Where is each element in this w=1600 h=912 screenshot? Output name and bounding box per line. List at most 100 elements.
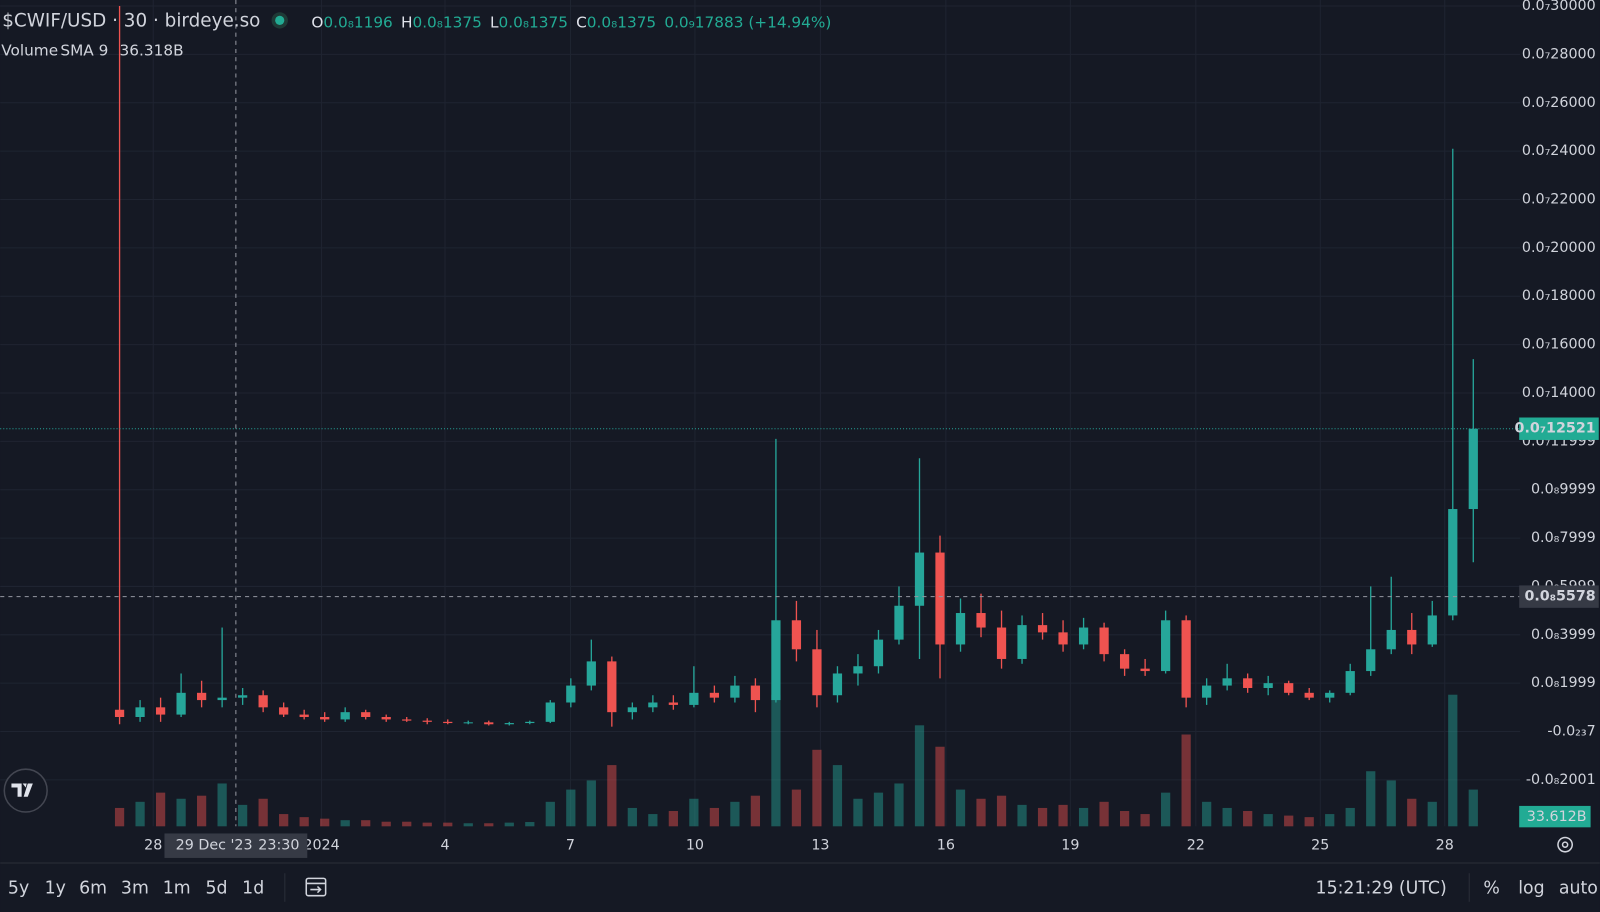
y-tick-label: 0.0₈9999: [1531, 482, 1596, 498]
volume-bar: [853, 798, 863, 827]
volume-bar: [1181, 734, 1191, 827]
range-button[interactable]: 5y: [8, 879, 29, 899]
y-tick-label: 0.0₇18000: [1522, 288, 1596, 304]
y-tick-label: 0.0₈1999: [1531, 675, 1596, 691]
candle-body: [791, 620, 802, 650]
volume-bar: [525, 822, 535, 827]
ohlc-key: C: [576, 13, 587, 31]
range-button[interactable]: 5d: [205, 879, 227, 899]
range-button[interactable]: 6m: [79, 879, 107, 899]
volume-bar: [1243, 811, 1253, 827]
x-tick-label: 25: [1311, 838, 1329, 854]
volume-bar: [1263, 814, 1273, 827]
ohlc-key: L: [490, 13, 499, 31]
volume-bar: [812, 749, 822, 827]
volume-bar: [1161, 792, 1171, 827]
candle-body: [566, 685, 576, 703]
symbol-title: $CWIF/USD · 30 · birdeye.so: [2, 10, 260, 31]
candle-body: [668, 702, 678, 705]
volume-bar: [976, 798, 986, 827]
volume-bar: [1407, 798, 1417, 827]
volume-bar: [1468, 789, 1478, 827]
volume-bar: [873, 792, 884, 827]
last-volume-box: [1519, 805, 1591, 828]
volume-bar: [504, 822, 514, 827]
volume-bar: [1325, 814, 1335, 827]
settings-button[interactable]: [1557, 836, 1574, 853]
crosshair-time: 23:30: [258, 838, 299, 854]
y-tick-label: 0.0₈3999: [1531, 627, 1596, 643]
candle-body: [135, 707, 145, 718]
volume-bar: [381, 821, 391, 827]
candle-body: [258, 695, 268, 708]
scale-option[interactable]: log: [1518, 879, 1544, 899]
volume-bar: [730, 801, 740, 827]
candle-body: [1448, 509, 1458, 616]
candle-body: [422, 720, 432, 722]
y-tick-label: -0.0₂₃7: [1547, 724, 1595, 740]
volume-bar: [791, 789, 802, 827]
candle-body: [709, 692, 720, 698]
scale-option[interactable]: %: [1483, 879, 1499, 899]
volume-bar: [463, 823, 473, 827]
x-tick-label: 16: [937, 838, 955, 854]
ohlc-key: H: [401, 13, 413, 31]
candle-body: [976, 613, 986, 628]
candle-body: [196, 692, 207, 701]
range-button[interactable]: 1m: [163, 879, 191, 899]
x-tick-label: 19: [1061, 838, 1079, 854]
candle-body: [320, 717, 330, 720]
volume-bar: [627, 807, 637, 827]
volume-bar: [217, 783, 227, 827]
volume-bar: [668, 811, 678, 827]
clock[interactable]: 15:21:29 (UTC): [1316, 879, 1447, 899]
scale-option[interactable]: auto: [1559, 879, 1598, 899]
volume-bar: [176, 798, 186, 827]
range-button[interactable]: 3m: [121, 879, 149, 899]
volume-bar: [771, 694, 781, 827]
candle-body: [1468, 428, 1478, 510]
candle-body: [1099, 627, 1109, 655]
volume-pane: [114, 694, 1478, 827]
volume-bar: [279, 814, 289, 827]
candle-body: [443, 721, 453, 724]
crosshair-price-label: 0.0₈5578: [1524, 589, 1595, 605]
candle-body: [1386, 629, 1396, 650]
volume-bar: [709, 807, 720, 827]
volume-bar: [1037, 807, 1048, 827]
candle-body: [525, 721, 535, 724]
candle-body: [832, 673, 843, 696]
candle-body: [1325, 692, 1335, 698]
crosshair-price-box: [1519, 585, 1599, 608]
candle-body: [853, 666, 863, 674]
volume-bar: [1427, 801, 1437, 827]
range-button[interactable]: 1y: [45, 879, 66, 899]
candle-body: [1181, 620, 1191, 698]
candle-body: [1407, 629, 1417, 645]
volume-name: Volume: [1, 42, 58, 60]
volume-bar: [914, 725, 925, 827]
candle-body: [155, 707, 166, 715]
candle-body: [279, 707, 289, 715]
volume-bar: [320, 818, 330, 827]
volume-bar: [894, 783, 904, 827]
date-range-button[interactable]: [305, 877, 327, 897]
candle-body: [1366, 649, 1376, 672]
ohlc-value: 0.0₈1375: [412, 13, 481, 31]
y-tick-label: 0.0₇14000: [1522, 385, 1596, 401]
volume-bar: [1304, 817, 1314, 827]
candle-body: [1345, 671, 1355, 693]
crosshair-date: 29 Dec '23: [176, 838, 253, 854]
x-tick-label: 22: [1187, 838, 1205, 854]
volume-params: SMA 9: [60, 42, 108, 60]
y-tick-label: 0.0₇26000: [1522, 95, 1596, 111]
candle-body: [1222, 678, 1232, 686]
volume-bar: [422, 822, 432, 827]
candle-body: [750, 685, 761, 701]
volume-bar: [135, 801, 145, 827]
ohlc-value: 0.0₈1375: [587, 13, 656, 31]
range-button[interactable]: 1d: [242, 879, 264, 899]
candle-body: [771, 620, 781, 701]
ohlc-legend: O0.0₈1196 H0.0₈1375 L0.0₈1375 C0.0₈1375 0.0₉…: [311, 13, 831, 31]
